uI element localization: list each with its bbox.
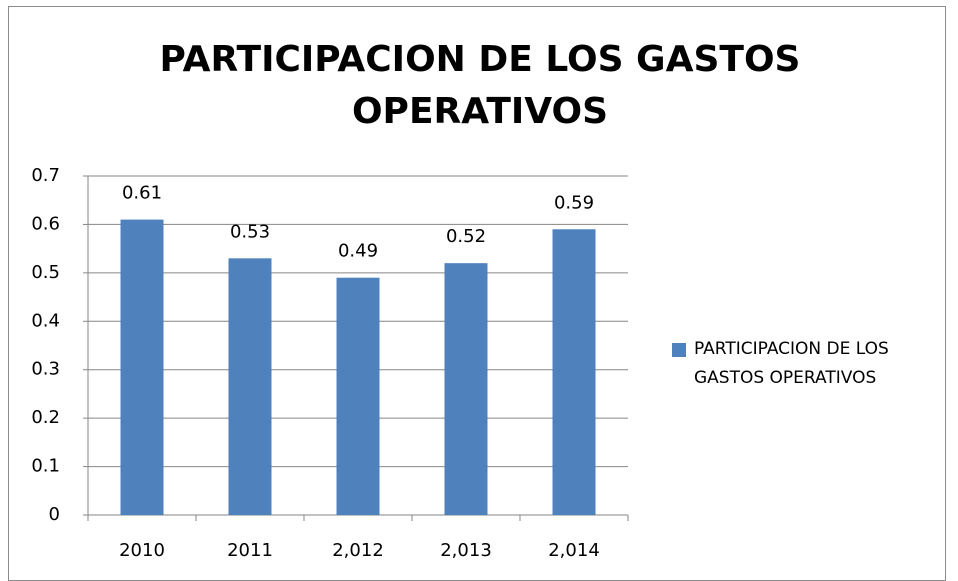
y-tick-label: 0.2 bbox=[31, 407, 60, 428]
data-label: 0.49 bbox=[338, 241, 378, 262]
y-tick-label: 0.3 bbox=[31, 359, 60, 380]
y-tick-label: 0 bbox=[49, 504, 60, 525]
bar bbox=[552, 229, 596, 515]
bar bbox=[120, 219, 164, 516]
x-tick-label: 2,012 bbox=[332, 540, 384, 561]
y-tick-label: 0.7 bbox=[31, 165, 60, 186]
y-tick-label: 0.1 bbox=[31, 456, 60, 477]
data-label: 0.61 bbox=[122, 183, 162, 204]
bar bbox=[336, 277, 380, 515]
data-label: 0.59 bbox=[554, 192, 594, 213]
legend-swatch bbox=[672, 343, 686, 357]
y-tick-label: 0.4 bbox=[31, 310, 60, 331]
data-label: 0.53 bbox=[230, 221, 270, 242]
y-tick-label: 0.5 bbox=[31, 262, 60, 283]
x-tick-label: 2,013 bbox=[440, 540, 492, 561]
chart-title: PARTICIPACION DE LOS GASTOS OPERATIVOS bbox=[159, 39, 801, 132]
x-tick-label: 2,014 bbox=[548, 540, 600, 561]
x-tick-label: 2011 bbox=[227, 540, 273, 561]
legend: PARTICIPACION DE LOS GASTOS OPERATIVOS bbox=[672, 335, 942, 393]
bar bbox=[444, 263, 488, 515]
bar bbox=[228, 258, 272, 515]
legend-label: PARTICIPACION DE LOS GASTOS OPERATIVOS bbox=[694, 339, 889, 388]
x-tick-label: 2010 bbox=[119, 540, 165, 561]
data-label: 0.52 bbox=[446, 226, 486, 247]
y-tick-label: 0.6 bbox=[31, 213, 60, 234]
